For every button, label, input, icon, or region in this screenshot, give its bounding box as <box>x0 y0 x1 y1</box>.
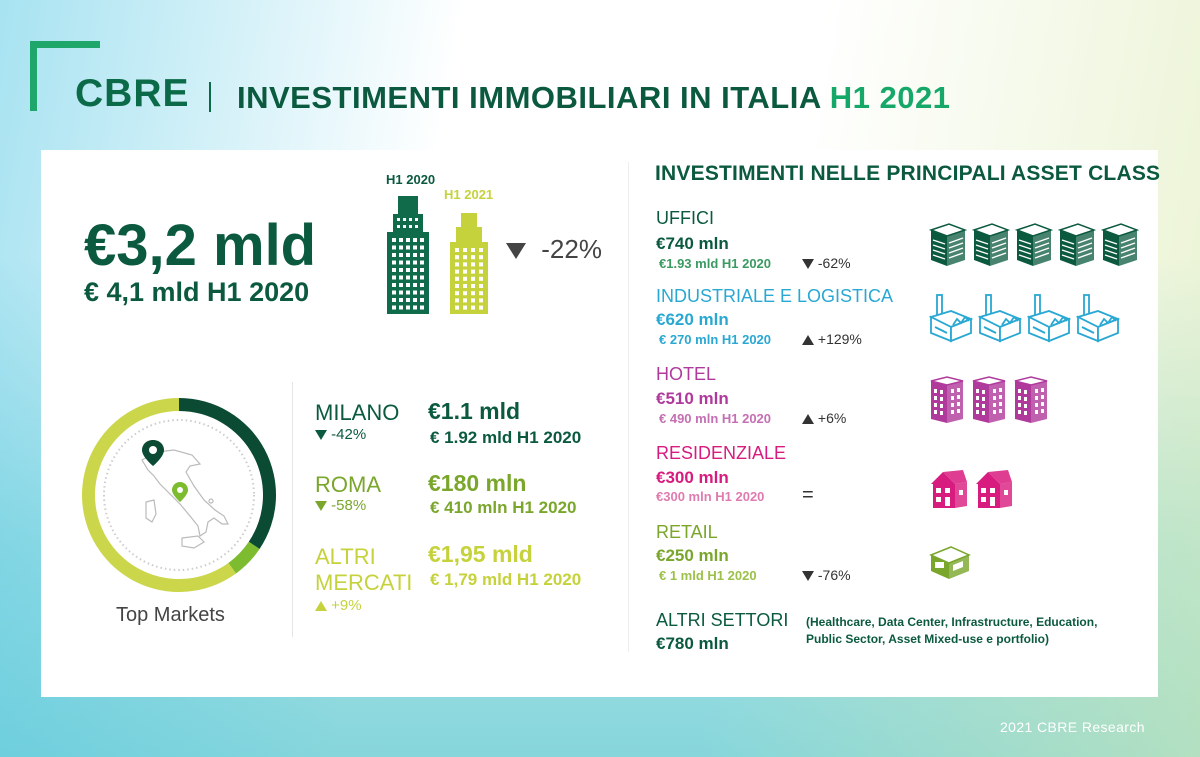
factory-icon <box>1075 293 1121 348</box>
asset-value-uffici: €740 mln <box>656 234 729 253</box>
building-2021-icon <box>450 213 488 314</box>
cbre-logo: CBRE <box>75 72 190 115</box>
building-label-2021: H1 2021 <box>444 187 494 202</box>
logo-corner-mark-vertical <box>30 41 37 111</box>
donut-inner-ring <box>103 419 255 571</box>
market-name-line1: ALTRI <box>315 544 376 569</box>
asset-previous-hotel: € 490 mln H1 2020 <box>659 411 772 426</box>
top-markets-donut <box>82 398 276 592</box>
building-label-2020: H1 2020 <box>386 172 436 187</box>
factory-icon <box>1026 293 1072 348</box>
map-pin-roma-icon <box>172 482 188 502</box>
donut-segment-roma <box>228 541 260 574</box>
hotel-icon <box>929 375 965 430</box>
triangle-up-icon <box>315 601 327 612</box>
altri-settori-note: (Healthcare, Data Center, Infrastructure… <box>806 615 1098 646</box>
divider-middle <box>628 162 629 652</box>
building-2020-icon <box>387 196 429 314</box>
market-delta-altri: +9% <box>315 597 362 614</box>
divider-left <box>292 382 293 637</box>
hotel-icon <box>971 375 1007 430</box>
asset-class-title: INVESTIMENTI NELLE PRINCIPALI ASSET CLAS… <box>655 162 1161 185</box>
factory-icon <box>928 293 974 348</box>
total-change: -22% <box>506 234 602 265</box>
market-previous-altri: € 1,79 mld H1 2020 <box>430 570 582 589</box>
triangle-up-icon <box>802 414 814 425</box>
donut-segment-altri <box>82 398 237 592</box>
office-building-icon <box>928 222 968 273</box>
italy-map-icon <box>141 449 229 549</box>
asset-previous-residenziale: €300 mln H1 2020 <box>656 489 765 504</box>
top-markets-label: Top Markets <box>116 604 225 626</box>
page-title-accent: H1 2021 <box>829 80 951 115</box>
asset-previous-uffici: €1.93 mld H1 2020 <box>659 256 772 271</box>
asset-previous-industriale: € 270 mln H1 2020 <box>659 332 772 347</box>
factory-icon <box>977 293 1023 348</box>
market-delta-value: +9% <box>331 597 362 614</box>
logo-corner-mark <box>30 41 100 48</box>
hotel-icon <box>1013 375 1049 430</box>
triangle-down-icon <box>506 243 526 260</box>
asset-value-hotel: €510 mln <box>656 389 729 408</box>
market-value-milano: €1.1 mld <box>428 398 521 424</box>
market-value-roma: €180 mln <box>428 470 527 496</box>
triangle-down-icon <box>802 259 814 270</box>
asset-delta-value: -76% <box>817 567 851 583</box>
market-name-roma: ROMA <box>315 472 381 497</box>
office-building-icon <box>1057 222 1097 273</box>
asset-delta-retail: -76% <box>802 567 851 583</box>
asset-name-uffici: UFFICI <box>656 208 714 228</box>
total-previous: € 4,1 mld H1 2020 <box>84 277 310 307</box>
triangle-down-icon <box>315 501 327 512</box>
asset-value-retail: €250 mln <box>656 546 729 565</box>
asset-name-hotel: HOTEL <box>656 364 717 384</box>
market-delta-value: -42% <box>331 426 367 443</box>
asset-delta-value: -62% <box>817 255 851 271</box>
market-name-line2: MERCATI <box>315 570 413 595</box>
map-pin-milano-icon <box>142 440 164 466</box>
footer-credit: 2021 CBRE Research <box>1000 719 1145 735</box>
asset-delta-value: +6% <box>817 410 847 426</box>
asset-delta-uffici: -62% <box>802 255 851 271</box>
asset-name-industriale: INDUSTRIALE E LOGISTICA <box>656 286 894 306</box>
donut-segment-milano <box>179 398 276 550</box>
house-icon <box>929 468 969 515</box>
market-delta-roma: -58% <box>315 497 366 514</box>
market-delta-value: -58% <box>331 497 367 514</box>
market-delta-milano: -42% <box>315 426 366 443</box>
asset-name-altri-settori: ALTRI SETTORI <box>656 610 789 630</box>
page-title: INVESTIMENTI IMMOBILIARI IN ITALIA H1 20… <box>237 80 950 116</box>
asset-value-residenziale: €300 mln <box>656 468 729 487</box>
total-value: €3,2 mld <box>84 213 317 278</box>
triangle-down-icon <box>315 430 327 441</box>
asset-value-altri-settori: €780 mln <box>656 634 729 653</box>
title-separator <box>209 82 211 112</box>
asset-delta-hotel: +6% <box>802 410 846 426</box>
asset-name-residenziale: RESIDENZIALE <box>656 443 787 463</box>
market-value-altri: €1,95 mld <box>428 541 533 567</box>
market-name-milano: MILANO <box>315 400 400 425</box>
market-name-altri: ALTRI MERCATI <box>315 544 412 596</box>
office-building-icon <box>1014 222 1054 273</box>
office-building-icon <box>1100 222 1140 273</box>
market-previous-milano: € 1.92 mld H1 2020 <box>430 428 582 447</box>
total-change-value: -22% <box>541 234 602 264</box>
asset-name-retail: RETAIL <box>656 522 718 542</box>
asset-delta-value: +129% <box>817 331 862 347</box>
asset-delta-residenziale: = <box>802 484 814 506</box>
triangle-down-icon <box>802 571 814 582</box>
shop-icon <box>929 545 971 586</box>
asset-previous-retail: € 1 mld H1 2020 <box>659 568 757 583</box>
triangle-up-icon <box>802 335 814 346</box>
page-title-main: INVESTIMENTI IMMOBILIARI IN ITALIA <box>237 80 821 115</box>
market-previous-roma: € 410 mln H1 2020 <box>430 498 577 517</box>
asset-value-industriale: €620 mln <box>656 310 729 329</box>
asset-delta-industriale: +129% <box>802 331 862 347</box>
office-building-icon <box>971 222 1011 273</box>
house-icon <box>974 468 1014 515</box>
